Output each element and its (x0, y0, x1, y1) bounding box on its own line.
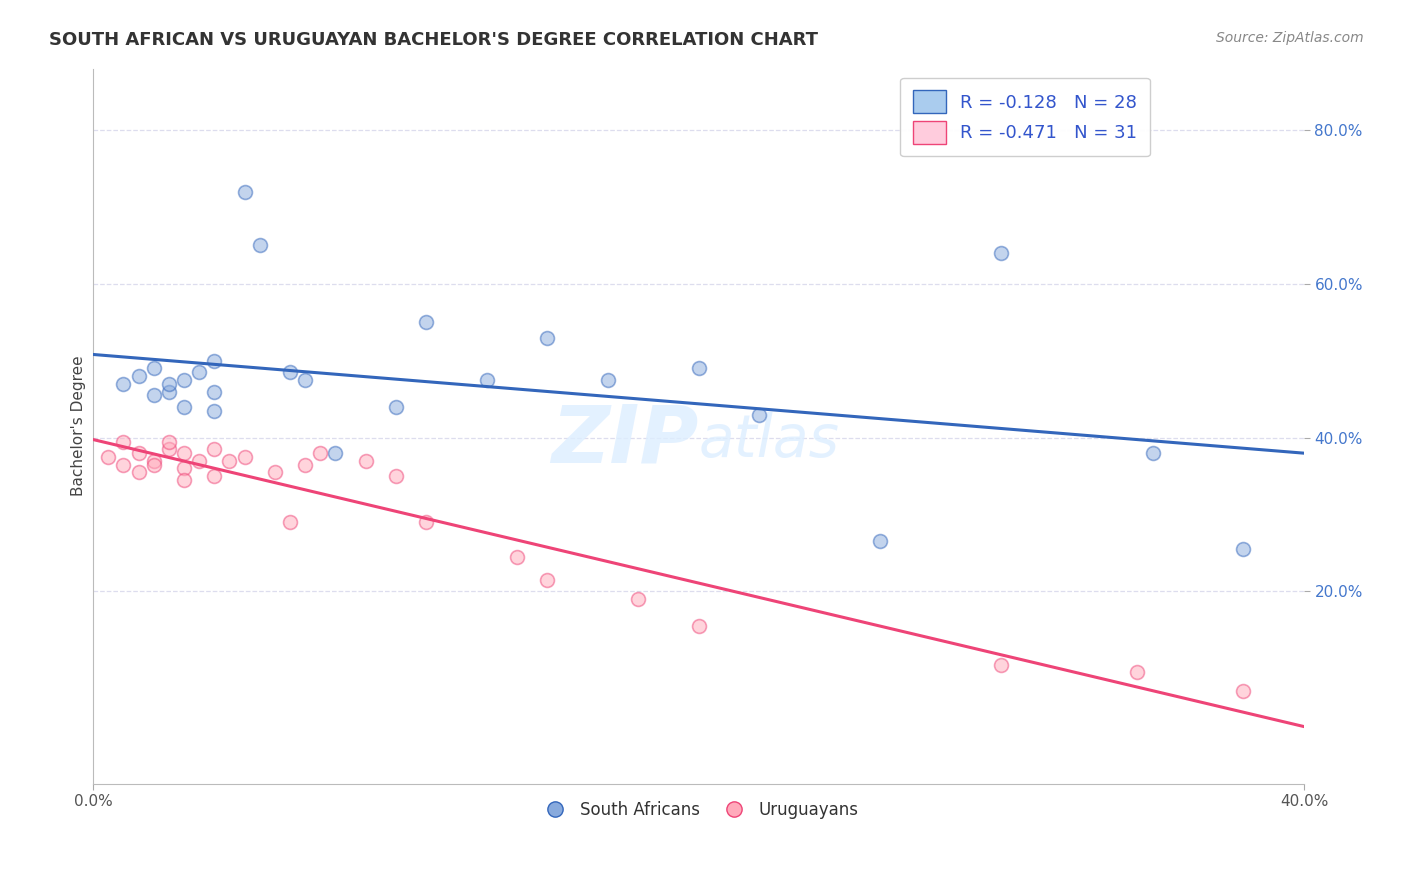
Point (142, 454, 165, 468)
Point (385, 400, 408, 414)
Point (202, 384, 225, 399)
Point (173, 461, 195, 475)
Point (202, 353, 225, 368)
Point (1126, 665, 1149, 680)
Point (309, 446, 332, 460)
Point (1232, 542, 1254, 557)
Point (173, 400, 195, 414)
Point (142, 458, 165, 472)
Point (385, 469, 408, 483)
Point (128, 446, 150, 460)
Point (188, 365, 211, 379)
Point (142, 361, 165, 376)
Point (218, 454, 240, 468)
Point (627, 592, 650, 607)
Point (294, 373, 316, 387)
Point (112, 376, 135, 391)
Point (596, 373, 619, 387)
Point (173, 473, 195, 487)
Point (157, 434, 180, 449)
Point (188, 454, 211, 468)
Point (536, 573, 558, 587)
Point (294, 458, 316, 472)
Point (278, 515, 301, 529)
Point (249, 238, 271, 252)
Point (506, 549, 529, 564)
Point (990, 657, 1012, 672)
Point (325, 446, 347, 460)
Point (157, 384, 180, 399)
Text: SOUTH AFRICAN VS URUGUAYAN BACHELOR'S DEGREE CORRELATION CHART: SOUTH AFRICAN VS URUGUAYAN BACHELOR'S DE… (49, 31, 818, 49)
Point (278, 365, 301, 379)
Point (142, 388, 165, 402)
Point (1232, 684, 1254, 698)
Point (263, 465, 285, 479)
Point (173, 446, 195, 460)
Point (157, 442, 180, 457)
Point (688, 619, 710, 633)
Point (173, 373, 195, 387)
Point (748, 408, 770, 422)
Point (536, 331, 558, 345)
Point (869, 534, 891, 549)
Point (202, 442, 225, 457)
Point (128, 465, 150, 479)
Point (112, 458, 135, 472)
Point (128, 369, 150, 384)
Point (415, 315, 437, 329)
Point (1142, 446, 1164, 460)
Point (202, 469, 225, 483)
Y-axis label: Bachelor's Degree: Bachelor's Degree (72, 356, 86, 497)
Text: ZIP: ZIP (551, 401, 699, 479)
Point (990, 246, 1012, 260)
Point (112, 434, 135, 449)
Point (202, 403, 225, 417)
Text: Source: ZipAtlas.com: Source: ZipAtlas.com (1216, 31, 1364, 45)
Legend: South Africans, Uruguayans: South Africans, Uruguayans (531, 794, 865, 825)
Point (97, 450, 120, 464)
Point (475, 373, 498, 387)
Text: atlas: atlas (699, 412, 839, 469)
Point (157, 376, 180, 391)
Point (415, 515, 437, 529)
Point (233, 185, 256, 199)
Point (688, 361, 710, 376)
Point (233, 450, 256, 464)
Point (354, 454, 377, 468)
